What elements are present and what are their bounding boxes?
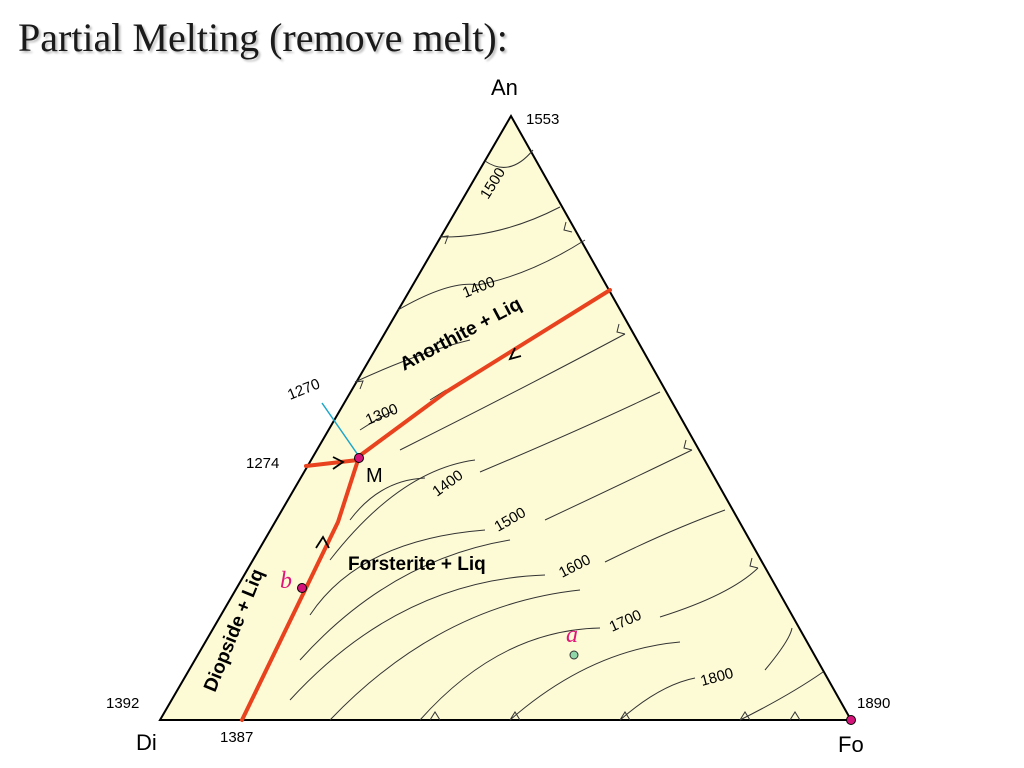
isotherm-an-1450 bbox=[439, 206, 561, 238]
isotherm-fo-1650 bbox=[329, 589, 581, 721]
cotectic-di-an bbox=[304, 458, 360, 468]
vertex-label-di: Di bbox=[136, 730, 157, 755]
cotectic-an-fo bbox=[356, 288, 612, 459]
isotherm-curves bbox=[289, 149, 824, 721]
cotectic-di-fo bbox=[240, 458, 360, 722]
isotherm-fo-1700 bbox=[419, 567, 759, 721]
temp-fo: 1890 bbox=[857, 695, 890, 712]
vertex-label-an: An bbox=[491, 75, 518, 100]
temp-di-bottom: 1387 bbox=[220, 729, 253, 746]
isotherm-fo-1850 bbox=[739, 671, 824, 721]
arrow-di-an bbox=[332, 456, 345, 470]
vertex-label-fo: Fo bbox=[838, 732, 864, 757]
temp-edge-1270: 1270 bbox=[285, 375, 322, 403]
point-b bbox=[297, 583, 307, 593]
isotherm-fo-1800 bbox=[619, 627, 793, 721]
point-fo bbox=[846, 715, 856, 725]
ternary-triangle bbox=[158, 113, 853, 721]
tie-line-1270 bbox=[321, 402, 359, 456]
arrow-an-fo bbox=[508, 347, 522, 361]
isotherm-an-1400 bbox=[397, 239, 586, 311]
isotherm-fo-1750 bbox=[509, 641, 681, 721]
point-a bbox=[569, 650, 579, 660]
isotherm-fo-1500 bbox=[309, 449, 693, 616]
cotectic-arrows bbox=[315, 347, 522, 549]
cotectic-lines bbox=[240, 288, 612, 722]
point-label-a: a bbox=[566, 622, 578, 648]
arrow-di-fo bbox=[315, 535, 330, 549]
isotherm-an-1350 bbox=[354, 339, 471, 383]
temp-di-left: 1392 bbox=[106, 695, 139, 712]
edge-tick-marks bbox=[354, 221, 801, 721]
eutectic-point-m bbox=[354, 453, 364, 463]
isotherm-an-1500 bbox=[484, 149, 534, 168]
field-label-forsterite: Forsterite + Liq bbox=[348, 554, 486, 575]
isotherm-fo-1400 bbox=[349, 391, 661, 521]
isotherm-fo-1600 bbox=[289, 509, 726, 701]
isotherm-fo-1350 bbox=[399, 333, 626, 451]
isotherm-fo-1550 bbox=[299, 539, 511, 661]
temp-an: 1553 bbox=[526, 111, 559, 128]
temp-edge-1274: 1274 bbox=[246, 455, 279, 472]
slide-title: Partial Melting (remove melt): bbox=[18, 15, 508, 60]
point-label-b: b bbox=[280, 568, 292, 594]
isotherm-fo-1450 bbox=[329, 459, 476, 561]
point-label-m: M bbox=[366, 465, 383, 487]
